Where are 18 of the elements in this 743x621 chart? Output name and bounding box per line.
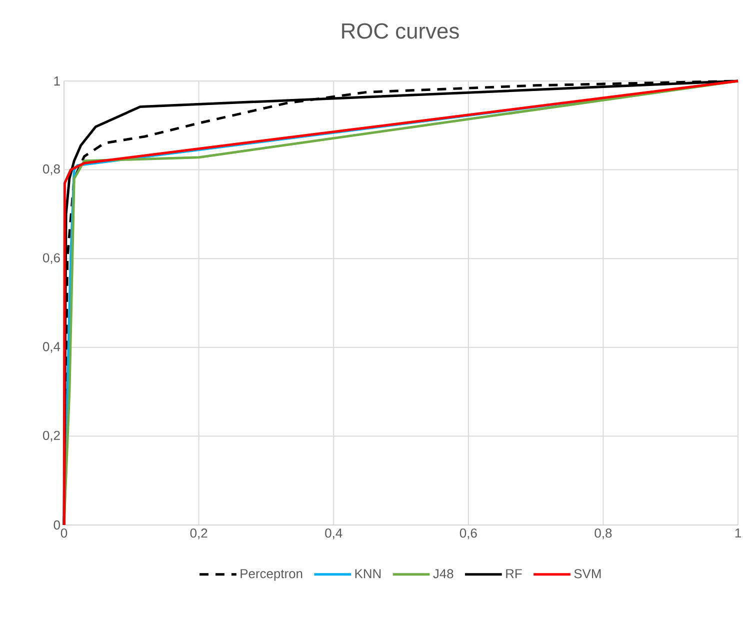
y-tick-label: 0 — [54, 520, 60, 530]
legend-label: Perceptron — [240, 569, 302, 581]
x-tick-label: 0 — [60, 528, 68, 538]
x-tick-label: 1 — [735, 528, 741, 538]
y-tick-label: 0,6 — [42, 253, 60, 264]
chart-title: ROC curves — [342, 23, 459, 39]
legend-label: RF — [506, 569, 522, 578]
legend-label: J48 — [433, 569, 454, 578]
y-tick-label: 0,2 — [42, 430, 60, 442]
x-tick-label: 0,8 — [594, 528, 612, 540]
x-tick-label: 0,2 — [190, 528, 208, 540]
legend-label: SVM — [574, 569, 601, 578]
legend-label: KNN — [355, 569, 381, 578]
y-tick-label: 0,4 — [42, 342, 60, 353]
y-tick-label: 0,8 — [42, 164, 60, 176]
y-tick-label: 1 — [54, 76, 60, 86]
x-tick-label: 0,6 — [460, 528, 477, 540]
x-tick-label: 0,4 — [325, 528, 342, 540]
